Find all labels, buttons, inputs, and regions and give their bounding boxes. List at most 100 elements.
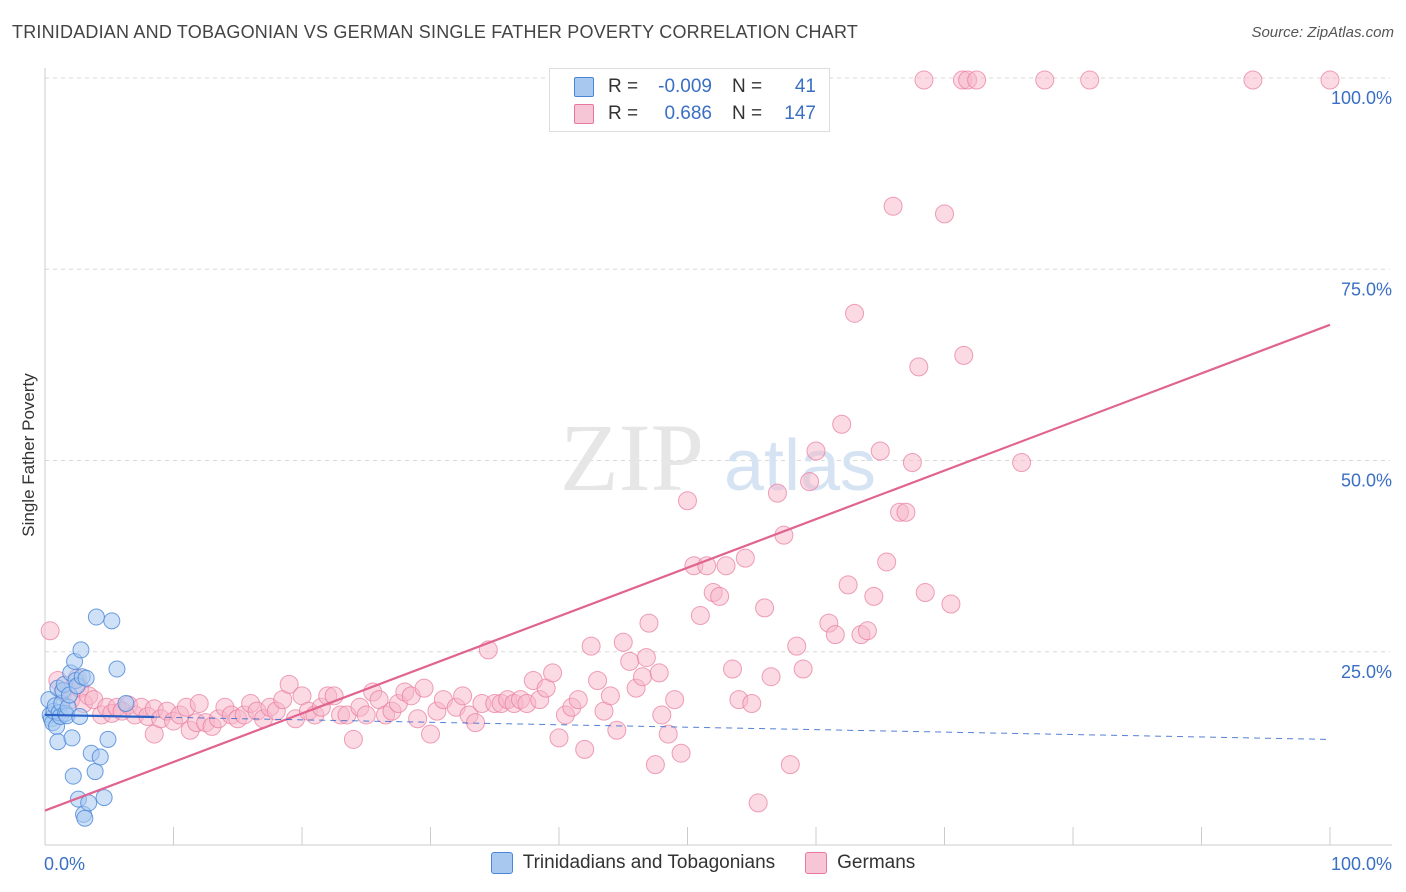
german-point	[588, 671, 608, 691]
german-point	[761, 667, 781, 687]
german-point	[1320, 70, 1340, 90]
pink-swatch	[574, 104, 594, 124]
german-point	[902, 453, 922, 472]
trinidadian-point	[117, 694, 135, 712]
german-point	[954, 345, 974, 365]
german-point	[710, 586, 730, 606]
trinidadian-point	[87, 608, 105, 626]
german-point	[909, 357, 929, 377]
german-point	[639, 613, 659, 633]
watermark-atlas: atlas	[724, 426, 876, 506]
r-value: 0.686	[664, 103, 712, 124]
trinidadian-trend-solid	[44, 713, 155, 719]
german-point	[645, 755, 665, 775]
stats-legend: R = -0.009 N = 41 R = 0.686 N = 147	[549, 68, 830, 132]
series-legend: Trinidadians and Tobagonians Germans	[0, 852, 1406, 874]
german-point	[845, 303, 865, 323]
german-point	[414, 678, 434, 698]
trinidadian-point	[103, 612, 121, 630]
german-point	[1243, 70, 1263, 90]
german-point	[748, 793, 768, 813]
n-label: N =	[732, 103, 763, 124]
german-point	[915, 583, 935, 603]
x-tick-label: 0.0%	[44, 854, 85, 874]
stats-row-german: R = 0.686 N = 147	[574, 100, 816, 128]
trinidadian-points	[40, 608, 135, 827]
german-point	[568, 690, 588, 710]
german-point	[607, 720, 627, 740]
r-value: -0.009	[658, 76, 712, 97]
legend-label: Trinidadians and Tobagonians	[522, 852, 776, 873]
german-point	[787, 636, 807, 656]
trinidadian-point	[99, 730, 117, 748]
german-point	[838, 575, 858, 595]
legend-item-trinidadian: Trinidadians and Tobagonians	[490, 852, 776, 874]
german-point	[742, 693, 762, 713]
blue-swatch	[490, 852, 513, 874]
german-point	[800, 472, 820, 492]
german-point	[453, 686, 473, 706]
r-label: R =	[608, 103, 639, 124]
axes	[44, 68, 1392, 846]
german-point	[864, 586, 884, 606]
german-point	[543, 663, 563, 683]
german-point	[356, 705, 376, 725]
y-axis-label: Single Father Poverty	[19, 373, 38, 537]
german-point	[857, 621, 877, 641]
trinidadian-point	[95, 789, 113, 807]
german-point	[755, 598, 775, 618]
german-point	[1080, 70, 1100, 90]
german-points	[40, 70, 1340, 813]
german-point	[767, 483, 787, 503]
y-tick-label: 50.0%	[1341, 471, 1392, 491]
german-point	[633, 667, 653, 687]
n-value: 41	[794, 76, 816, 97]
n-label: N =	[732, 76, 763, 97]
pink-swatch	[805, 852, 828, 874]
german-point	[780, 755, 800, 775]
german-point	[877, 552, 897, 572]
german-point	[408, 709, 428, 729]
y-tick-labels: 25.0% 50.0% 75.0% 100.0%	[1331, 88, 1392, 682]
german-point	[189, 693, 209, 713]
german-point	[421, 724, 440, 744]
x-tick-labels: 0.0% 100.0%	[44, 854, 1392, 874]
german-point	[870, 441, 890, 461]
y-tick-label: 75.0%	[1341, 279, 1392, 299]
german-point	[825, 625, 845, 645]
watermark-zip: ZIP	[560, 404, 704, 511]
trinidadian-point	[91, 748, 109, 766]
german-point	[941, 594, 961, 614]
german-point	[343, 729, 363, 749]
german-point	[935, 204, 954, 224]
german-point	[735, 548, 755, 568]
german-point	[575, 739, 595, 759]
german-point	[636, 648, 656, 668]
r-label: R =	[608, 76, 639, 97]
german-point	[967, 70, 987, 90]
trinidadian-point	[72, 641, 90, 659]
y-tick-label: 25.0%	[1341, 662, 1392, 682]
trinidadian-point	[77, 669, 95, 687]
german-point	[722, 659, 742, 679]
german-point	[652, 705, 672, 725]
y-tick-label: 100.0%	[1331, 88, 1392, 108]
trinidadian-point	[76, 809, 94, 827]
n-value: 147	[784, 103, 816, 124]
german-point	[581, 636, 601, 656]
trinidadian-point	[86, 763, 104, 781]
german-point	[914, 70, 934, 90]
source-label: Source: ZipAtlas.com	[1251, 24, 1394, 41]
german-point	[665, 690, 685, 710]
german-point	[671, 743, 691, 763]
legend-item-german: Germans	[805, 852, 915, 874]
trinidadian-point	[49, 733, 67, 751]
german-point	[883, 196, 903, 216]
german-point	[649, 663, 669, 683]
trinidadian-point	[63, 729, 81, 747]
german-point	[613, 632, 633, 652]
trinidadian-point	[108, 660, 126, 678]
german-point	[793, 659, 813, 679]
german-point	[690, 606, 710, 625]
